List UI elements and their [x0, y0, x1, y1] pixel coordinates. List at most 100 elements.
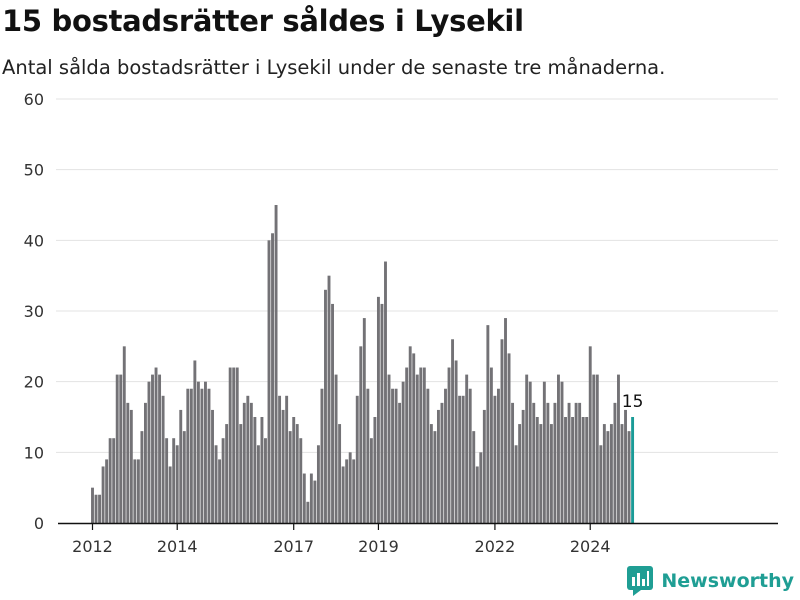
- bar: [613, 402, 617, 523]
- bar: [504, 318, 507, 523]
- bar: [292, 417, 296, 523]
- bar: [599, 445, 603, 523]
- bar: [348, 452, 352, 523]
- bar: [451, 339, 455, 523]
- bar: [200, 388, 204, 523]
- bar: [232, 367, 236, 523]
- bar: [207, 388, 211, 523]
- bar: [518, 424, 522, 523]
- bar: [214, 445, 218, 523]
- bar: [151, 374, 154, 523]
- bar: [401, 381, 405, 523]
- bar: [426, 388, 430, 523]
- bar: [299, 438, 303, 523]
- bar: [260, 417, 264, 523]
- x-tick-label: 2019: [358, 537, 399, 556]
- bar: [91, 487, 94, 523]
- bar: [341, 466, 345, 523]
- chart-title: 15 bostadsrätter såldes i Lysekil: [2, 4, 524, 38]
- bar: [620, 424, 624, 523]
- bar: [225, 424, 229, 523]
- bar: [144, 402, 147, 523]
- bar: [606, 431, 610, 523]
- bar: [391, 388, 394, 523]
- bar: [309, 473, 313, 523]
- bar: [327, 275, 331, 523]
- y-tick-label: 10: [24, 443, 44, 462]
- bar: [211, 409, 214, 523]
- bar: [447, 367, 451, 523]
- bar: [235, 367, 239, 523]
- brand-logo: Newsworthy: [627, 566, 794, 596]
- bar: [352, 459, 356, 523]
- bar: [228, 367, 232, 523]
- x-tick-label: 2012: [72, 537, 113, 556]
- bar: [158, 374, 162, 523]
- highlight-value-label: 15: [622, 392, 644, 412]
- chart-subtitle: Antal sålda bostadsrätter i Lysekil unde…: [2, 56, 666, 79]
- bar: [161, 395, 165, 523]
- bar: [528, 381, 532, 523]
- bar: [479, 452, 483, 523]
- bar: [429, 424, 433, 523]
- x-tick-label: 2017: [273, 537, 314, 556]
- bar: [281, 409, 285, 523]
- bar: [140, 431, 144, 523]
- bar: [440, 402, 444, 523]
- bar: [489, 367, 493, 523]
- bar: [475, 466, 479, 523]
- bar: [288, 431, 292, 523]
- bar: [278, 395, 282, 523]
- bar: [94, 494, 98, 523]
- bar: [535, 417, 539, 523]
- bar: [461, 395, 465, 523]
- y-tick-label: 60: [24, 90, 44, 109]
- bar: [285, 395, 289, 523]
- y-tick-label: 30: [24, 302, 44, 321]
- bar: [345, 459, 349, 523]
- bar: [108, 438, 112, 523]
- bar: [239, 424, 243, 523]
- bar: [422, 367, 426, 523]
- bar: [514, 445, 518, 523]
- bar: [507, 353, 511, 523]
- bar: [306, 501, 310, 523]
- bar: [549, 424, 553, 523]
- bar: [373, 417, 377, 523]
- bar: [588, 346, 592, 523]
- bar: [408, 346, 412, 523]
- bar: [578, 402, 582, 523]
- bar: [567, 402, 571, 523]
- bar: [136, 459, 140, 523]
- bar: [511, 402, 515, 523]
- bar: [101, 466, 105, 523]
- bar: [500, 339, 504, 523]
- bar: [419, 367, 423, 523]
- bar: [253, 417, 257, 523]
- bar: [295, 424, 299, 523]
- bar: [165, 438, 169, 523]
- bar: [546, 402, 550, 523]
- bar: [179, 409, 183, 523]
- bar: [168, 466, 172, 523]
- bar: [557, 374, 560, 523]
- bar: [204, 381, 207, 523]
- bar: [539, 424, 543, 523]
- bar: [112, 438, 116, 523]
- bar: [521, 409, 525, 523]
- bar: [465, 374, 469, 523]
- brand-name: Newsworthy: [661, 570, 794, 592]
- bar: [172, 438, 176, 523]
- y-tick-label: 20: [24, 373, 44, 392]
- y-tick-label: 0: [34, 514, 44, 533]
- x-tick-label: 2024: [570, 537, 611, 556]
- bar: [415, 374, 419, 523]
- bar: [133, 459, 137, 523]
- bar: [444, 388, 447, 523]
- bar: [581, 417, 585, 523]
- x-axis-ticks: 2012 2014 2017 2019 2022 2024: [72, 524, 611, 556]
- bar: [387, 374, 391, 523]
- x-tick-label: 2014: [157, 537, 198, 556]
- x-tick-label: 2022: [475, 537, 516, 556]
